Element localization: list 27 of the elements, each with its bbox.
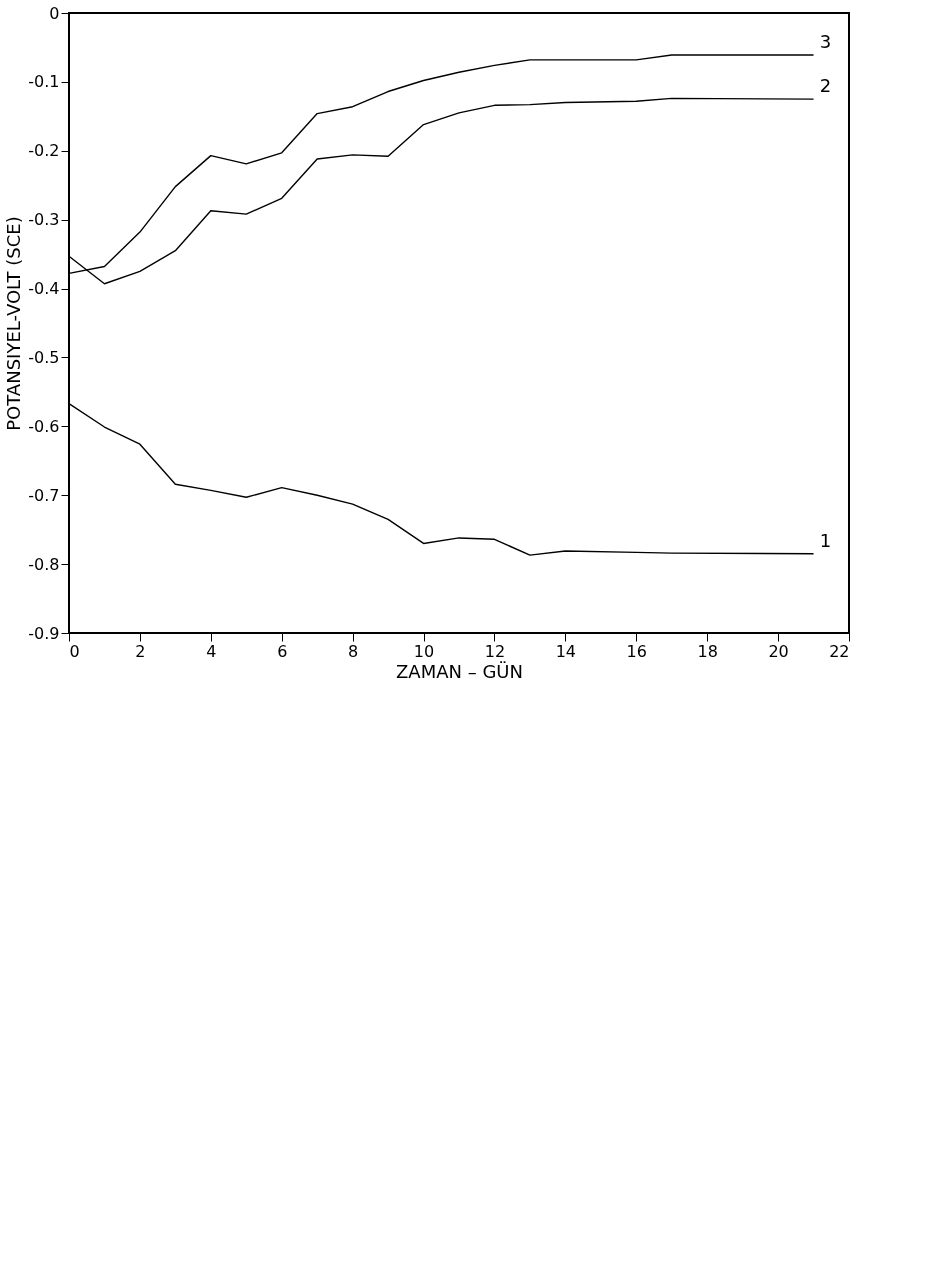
y-tick-label: -0.6 xyxy=(28,416,60,436)
y-tick-label: -0.1 xyxy=(28,72,60,92)
y-tick-label: -0.7 xyxy=(28,485,60,505)
y-tick-label: -0.5 xyxy=(28,347,60,367)
x-tick-label: 10 xyxy=(413,641,435,661)
y-tick-label: -0.4 xyxy=(28,279,60,299)
x-tick-label: 20 xyxy=(768,641,789,661)
x-tick-label: 4 xyxy=(206,641,217,661)
series-label: 2 xyxy=(819,75,832,97)
y-tick-label: -0.2 xyxy=(28,141,60,161)
x-tick-label: 0 xyxy=(69,641,80,661)
y-tick-label: -0.3 xyxy=(28,210,60,230)
y-axis-title: POTANSIYEL-VOLT (SCE) xyxy=(3,216,25,431)
x-tick-label: 16 xyxy=(626,641,647,661)
x-axis-title: ZAMAN – GÜN xyxy=(396,660,523,682)
x-tick-label: 12 xyxy=(484,641,506,661)
x-tick-label: 8 xyxy=(348,641,359,661)
x-tick-label: 18 xyxy=(697,641,718,661)
y-tick-label: -0.8 xyxy=(28,554,60,574)
x-tick-label: 6 xyxy=(277,641,288,661)
y-tick-label: -0.9 xyxy=(28,623,60,643)
x-tick-label: 14 xyxy=(555,641,577,661)
y-tick-label: 0 xyxy=(49,3,60,23)
series-label: 1 xyxy=(819,529,832,551)
x-tick-label: 22 xyxy=(829,641,850,661)
series-label: 3 xyxy=(819,31,832,53)
x-tick-label: 2 xyxy=(135,641,146,661)
